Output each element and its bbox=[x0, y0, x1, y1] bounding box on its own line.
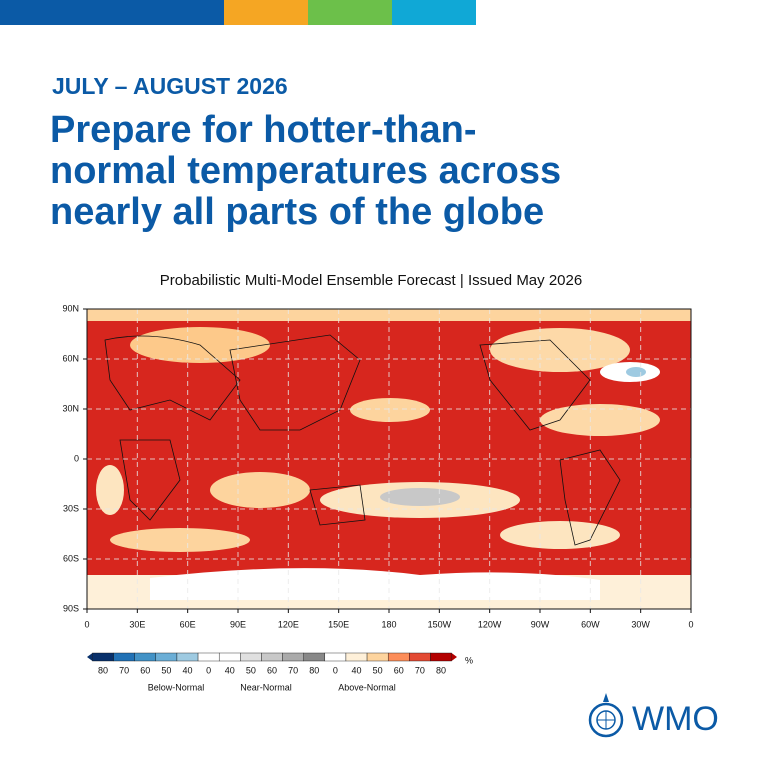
colorbar-cell bbox=[409, 652, 431, 662]
lat-label: 90S bbox=[63, 603, 79, 613]
legend-tick: 80 bbox=[309, 665, 319, 675]
lon-label: 30W bbox=[631, 619, 650, 629]
wmo-emblem bbox=[588, 693, 624, 738]
colorbar-cell bbox=[134, 652, 157, 662]
colorbar-cell bbox=[282, 652, 304, 662]
patch bbox=[96, 465, 124, 515]
legend-tick: 80 bbox=[436, 665, 446, 675]
legend-tick: 70 bbox=[415, 665, 425, 675]
lon-label: 120E bbox=[278, 619, 299, 629]
colorbar-cell bbox=[366, 652, 389, 662]
legend-tick: 80 bbox=[98, 665, 108, 675]
legend-tick: 50 bbox=[161, 665, 171, 675]
legend-tick: 60 bbox=[394, 665, 404, 675]
patch bbox=[626, 367, 646, 377]
colorbar-cell bbox=[113, 652, 135, 662]
patch bbox=[210, 472, 310, 508]
lon-label: 150W bbox=[428, 619, 452, 629]
legend-category: Below-Normal bbox=[148, 682, 205, 692]
legend-tick: 40 bbox=[351, 665, 361, 675]
patch bbox=[500, 521, 620, 549]
bar-blue bbox=[0, 0, 224, 25]
lat-label: 30S bbox=[63, 503, 79, 513]
lon-label: 150E bbox=[328, 619, 349, 629]
colorbar-cell bbox=[218, 652, 241, 662]
lat-label: 90N bbox=[62, 303, 79, 313]
colorbar-end bbox=[87, 653, 93, 661]
lon-label: 90E bbox=[230, 619, 246, 629]
patch bbox=[380, 488, 460, 506]
colorbar-cell bbox=[345, 652, 368, 662]
lon-label: 120W bbox=[478, 619, 502, 629]
antarctica bbox=[150, 568, 600, 600]
subtitle: Probabilistic Multi-Model Ensemble Forec… bbox=[160, 272, 582, 289]
coastline bbox=[104, 334, 621, 546]
colorbar-cell bbox=[92, 652, 114, 662]
legend-tick: 40 bbox=[182, 665, 192, 675]
colorbar-cell bbox=[197, 652, 220, 662]
lat-label: 60S bbox=[63, 553, 79, 563]
colorbar-cell bbox=[176, 652, 199, 662]
colorbar-cell bbox=[324, 652, 347, 662]
legend-tick: 70 bbox=[119, 665, 129, 675]
lon-label: 60W bbox=[581, 619, 600, 629]
legend-tick: 60 bbox=[267, 665, 277, 675]
title-line: normal temperatures across bbox=[50, 150, 561, 192]
colorbar-cell bbox=[303, 652, 326, 662]
bar-orange bbox=[224, 0, 308, 25]
lat-label: 0 bbox=[74, 453, 79, 463]
lon-label: 0 bbox=[84, 619, 89, 629]
legend-tick: 0 bbox=[333, 665, 338, 675]
colorbar-cell bbox=[261, 652, 283, 662]
colorbar bbox=[87, 652, 457, 662]
legend-unit: % bbox=[465, 655, 473, 665]
period: JULY – AUGUST 2026 bbox=[52, 73, 288, 99]
legend-tick: 40 bbox=[225, 665, 235, 675]
lat-label: 60N bbox=[62, 353, 79, 363]
patch bbox=[350, 398, 430, 422]
colorbar-cell bbox=[430, 652, 452, 662]
lon-label: 180 bbox=[381, 619, 396, 629]
legend-tick: 0 bbox=[206, 665, 211, 675]
map bbox=[86, 308, 692, 610]
legend-tick: 60 bbox=[140, 665, 150, 675]
colorbar-cell bbox=[240, 652, 262, 662]
colorbar-cell bbox=[387, 652, 410, 662]
legend-category: Above-Normal bbox=[338, 682, 396, 692]
title-line: nearly all parts of the globe bbox=[50, 191, 544, 233]
patch bbox=[540, 404, 660, 436]
lon-label: 30E bbox=[129, 619, 145, 629]
lat-label: 30N bbox=[62, 403, 79, 413]
patch bbox=[110, 528, 250, 552]
lon-label: 90W bbox=[531, 619, 550, 629]
bar-green bbox=[308, 0, 392, 25]
colorbar-end bbox=[451, 653, 457, 661]
lon-label: 0 bbox=[688, 619, 693, 629]
colorbar-cell bbox=[155, 652, 178, 662]
title-line: Prepare for hotter-than- bbox=[50, 109, 476, 151]
bar-cyan bbox=[392, 0, 476, 25]
legend-tick: 50 bbox=[246, 665, 256, 675]
lon-label: 60E bbox=[180, 619, 196, 629]
logo-text: WMO bbox=[632, 700, 719, 738]
legend-tick: 50 bbox=[373, 665, 383, 675]
legend-tick: 70 bbox=[288, 665, 298, 675]
legend-category: Near-Normal bbox=[240, 682, 292, 692]
